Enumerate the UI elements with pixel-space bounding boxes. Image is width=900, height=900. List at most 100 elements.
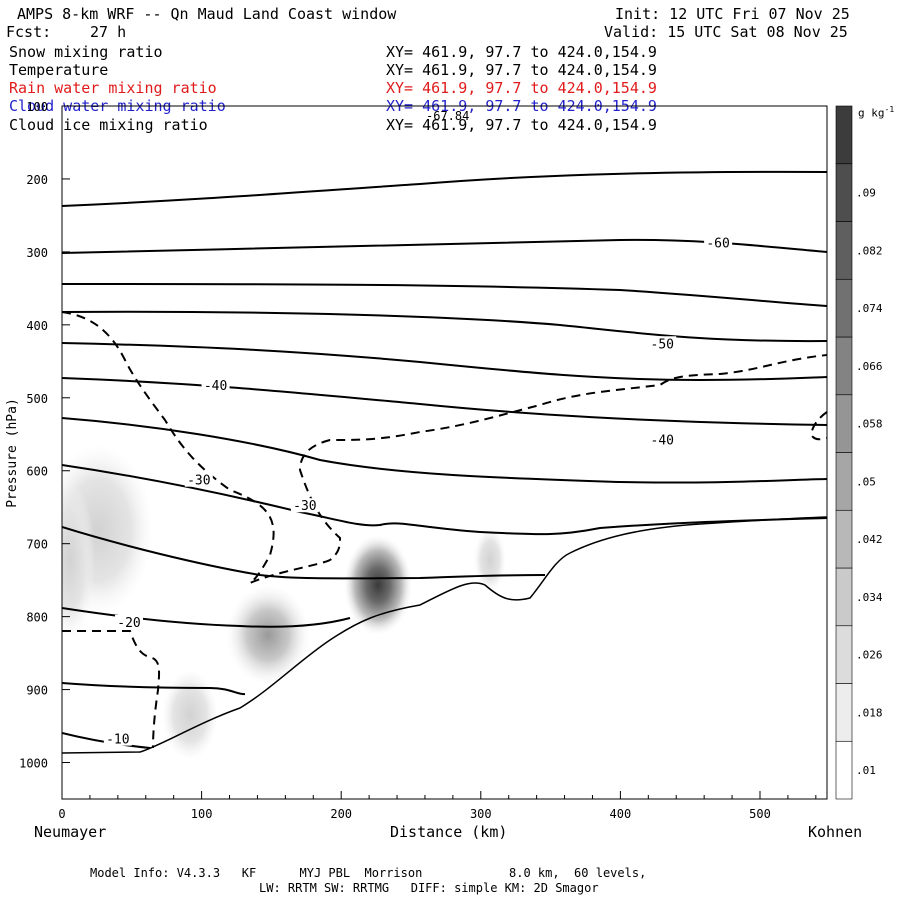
x-start-label: Neumayer <box>34 823 107 841</box>
colorbar-bin-11 <box>835 105 853 165</box>
y-tick-label-8: 900 <box>26 684 48 698</box>
colorbar-bin-0 <box>835 740 853 800</box>
isotherm-45 <box>62 342 827 382</box>
x-tick-label-4: 400 <box>610 807 632 821</box>
isotherms <box>62 170 827 749</box>
shade-right-cell <box>474 528 506 592</box>
colorbar-tick-label-5: .05 <box>856 475 876 488</box>
colorbar-bin-2 <box>835 625 853 684</box>
colorbar-bin-1 <box>835 683 853 742</box>
shade-low-left <box>162 670 218 760</box>
isotherm-70 <box>62 170 827 207</box>
isotherm-20 <box>62 607 351 628</box>
x-axis-title: Distance (km) <box>390 823 508 841</box>
isotherm-label-1: -50 <box>651 337 674 352</box>
shade-mid-cell <box>226 585 310 685</box>
overlay-contour-label: -67.84 <box>426 109 470 123</box>
forecast-hours: 27 h <box>90 23 127 41</box>
colorbar-bin-9 <box>835 221 853 280</box>
mixing-ratio-shading <box>62 445 506 760</box>
isotherm-55 <box>62 283 827 307</box>
isotherm-label-6: -20 <box>117 616 140 631</box>
y-tick-label-7: 800 <box>26 611 48 625</box>
dashed-contours <box>62 311 827 749</box>
terrain-line <box>61 516 828 754</box>
forecast-label: Fcst: <box>6 23 52 41</box>
dashed-contour-main <box>62 311 827 584</box>
colorbar-bin-7 <box>835 336 853 396</box>
isotherm-40 <box>62 377 827 426</box>
y-tick-label-3: 400 <box>26 319 48 333</box>
colorbar-tick-label-4: .042 <box>856 533 883 546</box>
x-tick-label-2: 200 <box>330 807 352 821</box>
isotherm-35 <box>62 417 827 484</box>
shade-left-edge <box>62 480 95 640</box>
y-axis: 100 200 300 400 500 600 700 800 900 1000 <box>19 100 70 771</box>
chart-title: AMPS 8-km WRF -- Qn Maud Land Coast wind… <box>17 5 397 23</box>
isotherm-25 <box>62 526 546 580</box>
isotherm-label-bg-7 <box>103 731 132 746</box>
y-tick-label-6: 700 <box>26 538 48 552</box>
x-end-label: Kohnen <box>808 823 863 841</box>
colorbar-tick-label-6: .058 <box>856 418 883 431</box>
isotherm-label-4: -30 <box>187 474 210 489</box>
isotherm-label-bg-3 <box>648 432 677 447</box>
colorbar-bin-8 <box>835 278 853 338</box>
x-tick-label-1: 100 <box>191 807 213 821</box>
colorbar-tick-label-8: .074 <box>856 302 883 315</box>
y-tick-label-0: 100 <box>26 100 48 114</box>
isotherm-30 <box>62 464 827 536</box>
field-name-cloud-ice: Cloud ice mixing ratio <box>9 116 208 134</box>
model-info: Model Info: V4.3.3 KF MYJ PBL Morrison 8… <box>90 866 647 880</box>
isotherm-labels: -60 -50 -40 -40 -30 -30 -20 -10 <box>103 235 733 748</box>
valid-time: Valid: 15 UTC Sat 08 Nov 25 <box>604 23 848 41</box>
colorbar-tick-label-7: .066 <box>856 360 883 373</box>
field-range-temperature: XY= 461.9, 97.7 to 424.0,154.9 <box>386 61 657 79</box>
isotherm-label-bg-1 <box>648 336 677 351</box>
isotherm-label-bg-5 <box>290 498 319 513</box>
x-axis: 0 100 200 300 400 500 <box>58 791 817 821</box>
colorbar-unit: g kg-1 <box>858 105 895 120</box>
colorbar: .01 .018 .026 .034 .042 .05 .058 .066 .074 .082 .0… <box>835 105 883 800</box>
dashed-contour-lowleft <box>62 630 160 749</box>
isotherm-60 <box>62 238 827 254</box>
colorbar-tick-label-3: .034 <box>856 591 883 604</box>
field-range-rain: XY= 461.9, 97.7 to 424.0,154.9 <box>386 79 657 97</box>
x-tick-label-0: 0 <box>58 807 65 821</box>
colorbar-tick-label-2: .026 <box>856 649 883 662</box>
y-tick-label-5: 600 <box>26 465 48 479</box>
colorbar-bin-3 <box>835 567 853 627</box>
model-physics: LW: RRTM SW: RRTMG DIFF: simple KM: 2D S… <box>259 881 599 895</box>
y-axis-title: Pressure (hPa) <box>4 398 20 508</box>
field-name-snow: Snow mixing ratio <box>9 43 163 61</box>
isotherm-label-0: -60 <box>706 237 729 252</box>
field-range-snow: XY= 461.9, 97.7 to 424.0,154.9 <box>386 43 657 61</box>
x-tick-label-5: 500 <box>749 807 771 821</box>
plot-frame <box>61 105 828 800</box>
isotherm-label-bg-2 <box>201 377 230 392</box>
field-name-temperature: Temperature <box>9 61 109 79</box>
init-time: Init: 12 UTC Fri 07 Nov 25 <box>615 5 850 23</box>
y-tick-label-9: 1000 <box>19 757 48 771</box>
colorbar-bin-4 <box>835 509 853 569</box>
isotherm-label-3: -40 <box>651 434 674 449</box>
isotherm-label-bg-0 <box>704 235 733 250</box>
field-name-rain: Rain water mixing ratio <box>9 79 217 97</box>
isotherm-15 <box>62 682 246 696</box>
colorbar-tick-label-1: .018 <box>856 706 883 719</box>
isotherm-label-bg-6 <box>115 614 144 629</box>
colorbar-bin-6 <box>835 394 853 453</box>
isotherm-label-bg-4 <box>184 472 213 487</box>
colorbar-bin-5 <box>835 452 853 511</box>
isotherm-label-7: -10 <box>106 733 129 748</box>
y-tick-label-1: 200 <box>26 173 48 187</box>
isotherm-50 <box>62 310 827 343</box>
isotherm-label-2: -40 <box>204 379 227 394</box>
x-tick-label-3: 300 <box>470 807 492 821</box>
colorbar-tick-label-10: .09 <box>856 187 876 200</box>
colorbar-bin-10 <box>835 163 853 222</box>
y-tick-label-2: 300 <box>26 246 48 260</box>
colorbar-tick-label-9: .082 <box>856 244 883 257</box>
colorbar-tick-label-0: .01 <box>856 764 876 777</box>
